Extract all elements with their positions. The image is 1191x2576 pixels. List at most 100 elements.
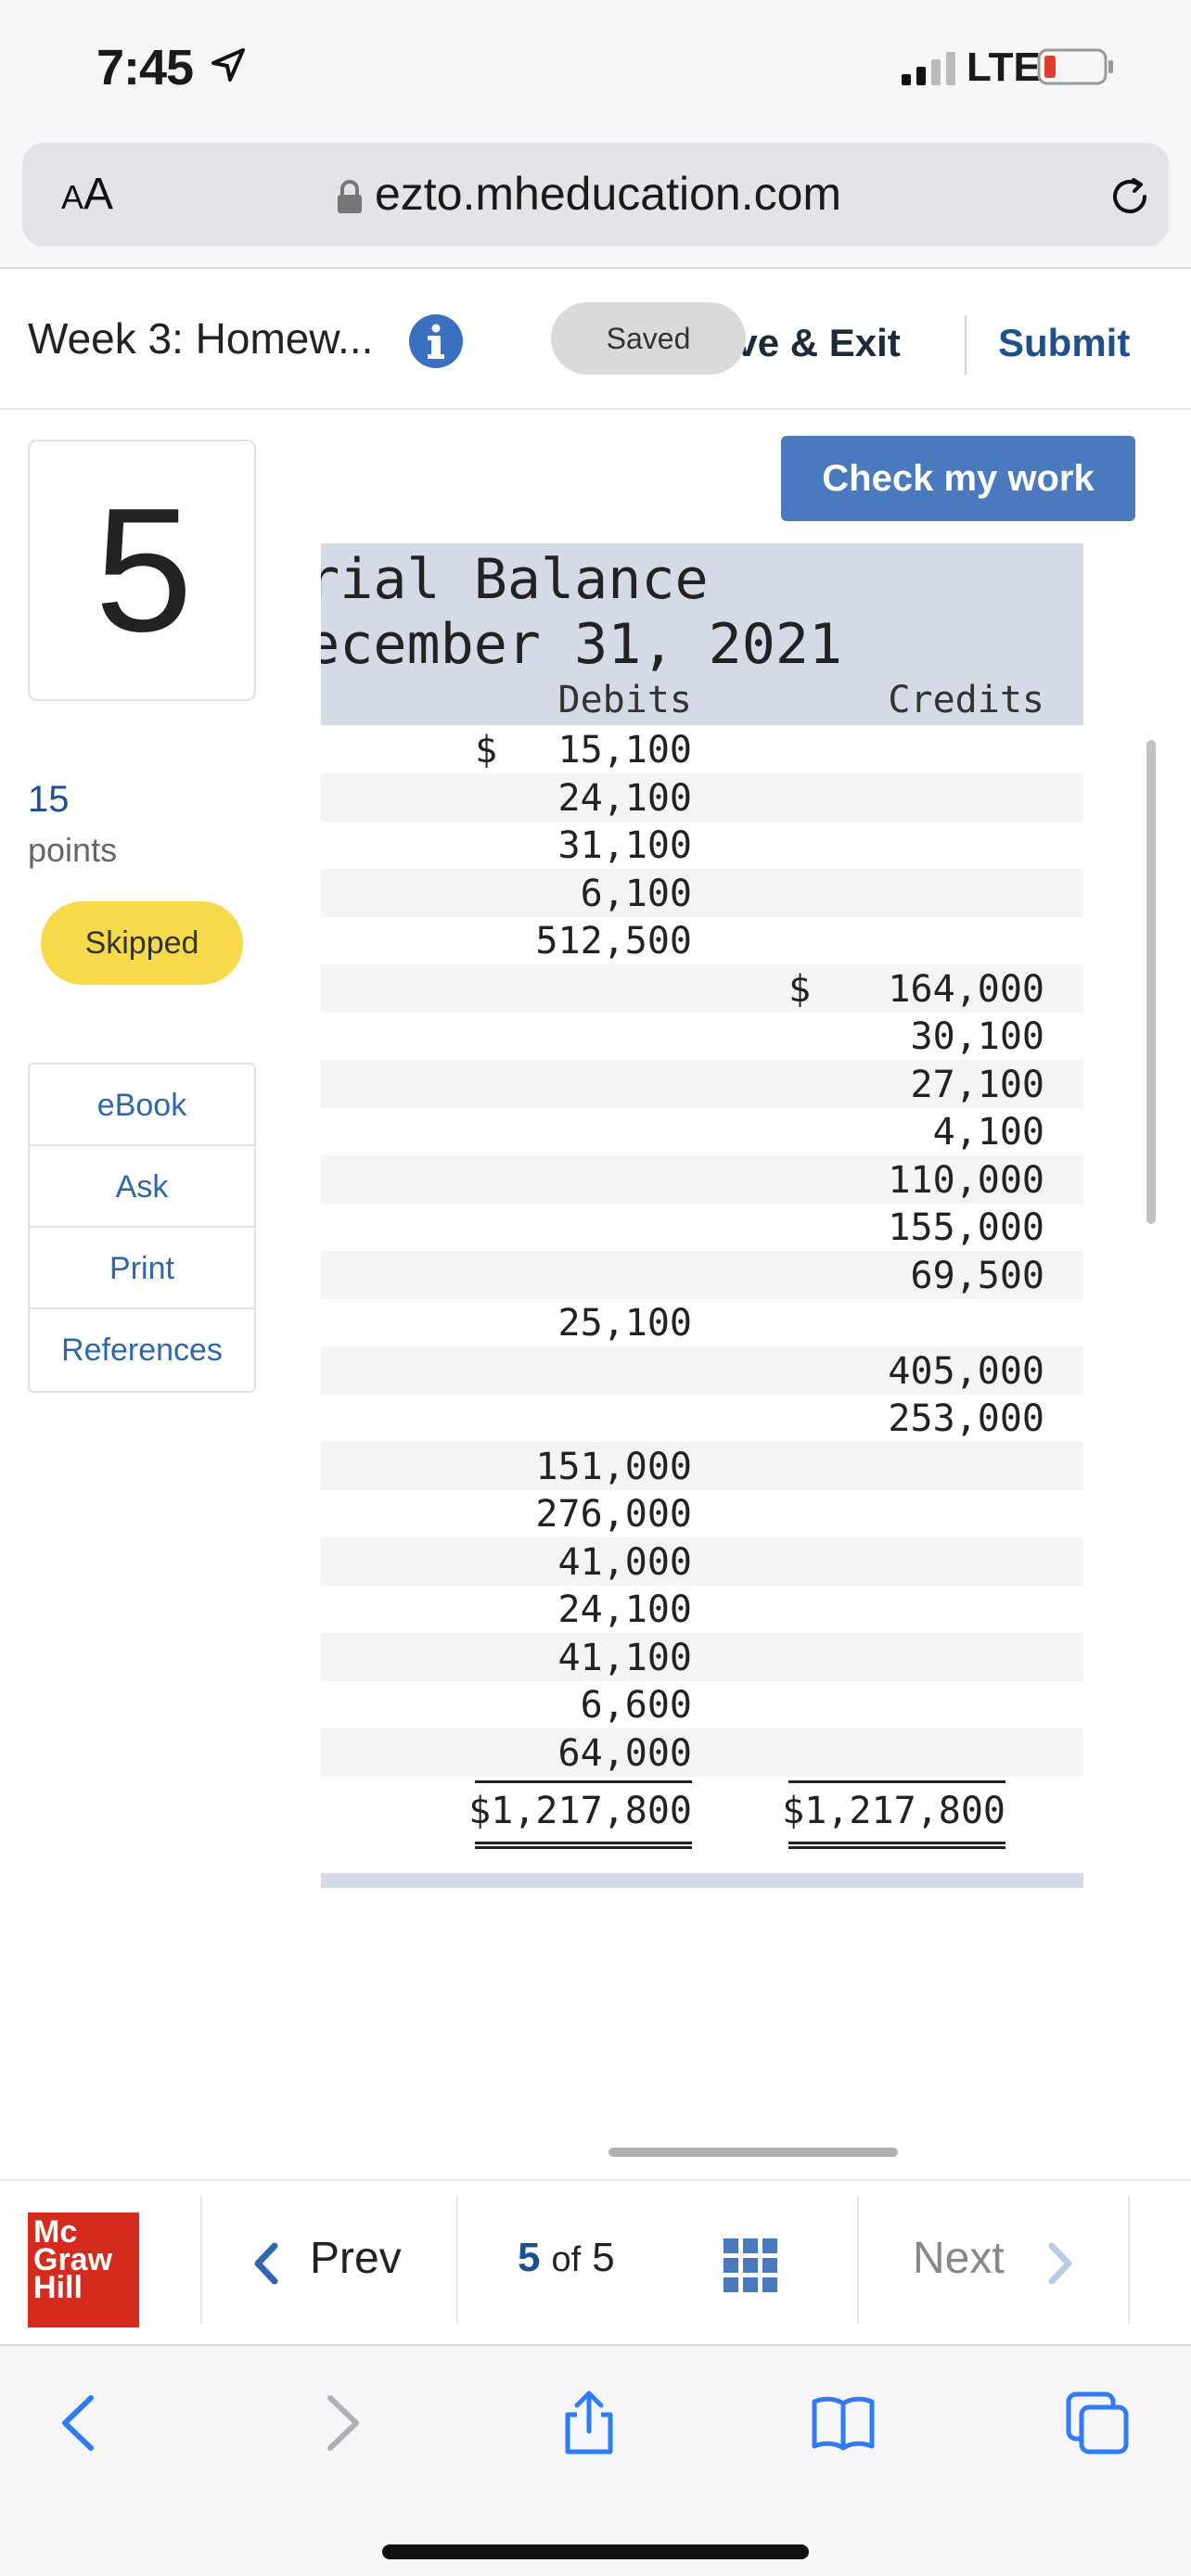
assignment-title[interactable]: Week 3: Homew... (28, 314, 374, 363)
reload-icon[interactable] (1106, 172, 1154, 221)
table-row: 24,100 (321, 773, 1083, 822)
battery-icon (1037, 48, 1113, 85)
debit-cell: 15,100 (557, 729, 693, 772)
address-bar[interactable]: AA ezto.mheducation.com (22, 143, 1169, 247)
table-row: 6,100 (321, 869, 1083, 917)
bookmarks-icon[interactable] (811, 2391, 876, 2455)
resource-list: eBook Ask Print References (28, 1063, 256, 1393)
total-debit: $1,217,800 (468, 1790, 692, 1832)
share-icon[interactable] (557, 2391, 621, 2455)
points-value: 15 (28, 779, 70, 820)
question-number-box: 5 (28, 440, 256, 701)
ebook-link[interactable]: eBook (30, 1065, 254, 1146)
nav-divider (1128, 2196, 1130, 2324)
credit-cell: 405,000 (888, 1350, 1044, 1393)
chevron-right-icon[interactable] (1046, 2240, 1076, 2287)
network-type: LTE (967, 45, 1041, 90)
total-credit: $1,217,800 (782, 1790, 1005, 1832)
back-icon[interactable] (48, 2391, 113, 2455)
debit-double-underline (475, 1842, 692, 1849)
saved-badge: Saved (551, 302, 746, 375)
mcgraw-hill-logo: Mc Graw Hill (28, 2213, 139, 2327)
status-badge: Skipped (41, 901, 243, 985)
table-row: 253,000 (321, 1394, 1083, 1442)
url-text[interactable]: ezto.mheducation.com (375, 168, 842, 220)
credit-total-rule (788, 1780, 1005, 1783)
trial-balance-footer-bar (321, 1873, 1083, 1888)
logo-line: Graw (33, 2242, 113, 2277)
horizontal-scrollbar[interactable] (608, 2148, 898, 2157)
table-row: 24,100 (321, 1585, 1083, 1633)
submit-button[interactable]: Submit (998, 321, 1131, 364)
browser-toolbar (0, 2344, 1191, 2576)
trial-balance-panel: Trial Balance December 31, 2021 Debits C… (321, 543, 1083, 1888)
credits-heading: Credits (888, 679, 1044, 721)
lock-icon (338, 180, 362, 213)
assignment-header: Week 3: Homew... ave & Exit Saved Submit (0, 269, 1191, 410)
prev-button[interactable]: Prev (310, 2234, 402, 2283)
status-time: 7:45 (96, 40, 194, 96)
credit-cell: 27,100 (910, 1064, 1045, 1106)
dollar-sign: $ (788, 968, 812, 1011)
debit-cell: 24,100 (557, 1588, 693, 1631)
debit-cell: 6,600 (580, 1684, 692, 1727)
debit-cell: 41,100 (557, 1637, 693, 1679)
table-row: 30,100 (321, 1012, 1083, 1060)
credit-cell: 69,500 (910, 1255, 1045, 1297)
print-link[interactable]: Print (30, 1228, 254, 1309)
table-row: 31,100 (321, 821, 1083, 869)
vertical-scrollbar[interactable] (1146, 740, 1156, 1224)
credit-cell: 164,000 (888, 968, 1044, 1011)
grid-icon[interactable] (724, 2238, 777, 2292)
trial-balance-header: Trial Balance December 31, 2021 Debits C… (321, 543, 1083, 725)
debit-cell: 6,100 (580, 873, 692, 915)
table-row: 276,000 (321, 1489, 1083, 1537)
table-row: $15,100 (321, 725, 1083, 773)
nav-divider (857, 2196, 859, 2324)
table-row: 4,100 (321, 1107, 1083, 1155)
points-label: points (28, 831, 118, 869)
next-button[interactable]: Next (913, 2234, 1005, 2283)
browser-address-area: AA ezto.mheducation.com (0, 130, 1191, 269)
debit-cell: 64,000 (557, 1732, 693, 1775)
logo-line: Hill (33, 2270, 83, 2305)
table-row: 64,000 (321, 1728, 1083, 1777)
credit-cell: 30,100 (910, 1015, 1045, 1058)
nav-divider (456, 2196, 458, 2324)
question-number: 5 (95, 472, 193, 669)
debit-cell: 25,100 (557, 1302, 693, 1345)
check-my-work-button[interactable]: Check my work (781, 436, 1135, 521)
table-row: 27,100 (321, 1060, 1083, 1108)
table-row: 69,500 (321, 1251, 1083, 1299)
table-row: 151,000 (321, 1442, 1083, 1490)
info-icon[interactable] (408, 313, 464, 369)
trial-balance-date: December 31, 2021 (321, 612, 843, 677)
chevron-left-icon[interactable] (250, 2240, 280, 2287)
table-row: 405,000 (321, 1346, 1083, 1395)
table-row: 41,100 (321, 1633, 1083, 1681)
table-row: 6,600 (321, 1680, 1083, 1728)
header-divider (965, 315, 967, 375)
page-current: 5 (518, 2235, 541, 2280)
home-indicator (382, 2544, 809, 2559)
table-row: 41,000 (321, 1537, 1083, 1586)
table-row: 512,500 (321, 916, 1083, 964)
references-link[interactable]: References (61, 1333, 223, 1368)
text-size-button[interactable]: AA (61, 170, 114, 219)
nav-divider (200, 2196, 202, 2324)
logo-line: Mc (33, 2214, 78, 2250)
debit-cell: 512,500 (535, 920, 692, 963)
page-total: 5 (592, 2235, 615, 2280)
table-row: 110,000 (321, 1155, 1083, 1204)
debits-heading: Debits (557, 679, 693, 721)
credit-cell: 4,100 (932, 1111, 1044, 1154)
debit-cell: 276,000 (535, 1493, 692, 1536)
tabs-icon[interactable] (1065, 2391, 1130, 2455)
table-row: 155,000 (321, 1203, 1083, 1251)
debit-cell: 151,000 (535, 1446, 692, 1488)
ask-link[interactable]: Ask (30, 1146, 254, 1228)
page-indicator[interactable]: 5 of 5 (518, 2235, 615, 2281)
status-bar: 7:45 LTE (0, 0, 1191, 139)
table-row: $164,000 (321, 964, 1083, 1013)
forward-icon[interactable] (308, 2391, 373, 2455)
